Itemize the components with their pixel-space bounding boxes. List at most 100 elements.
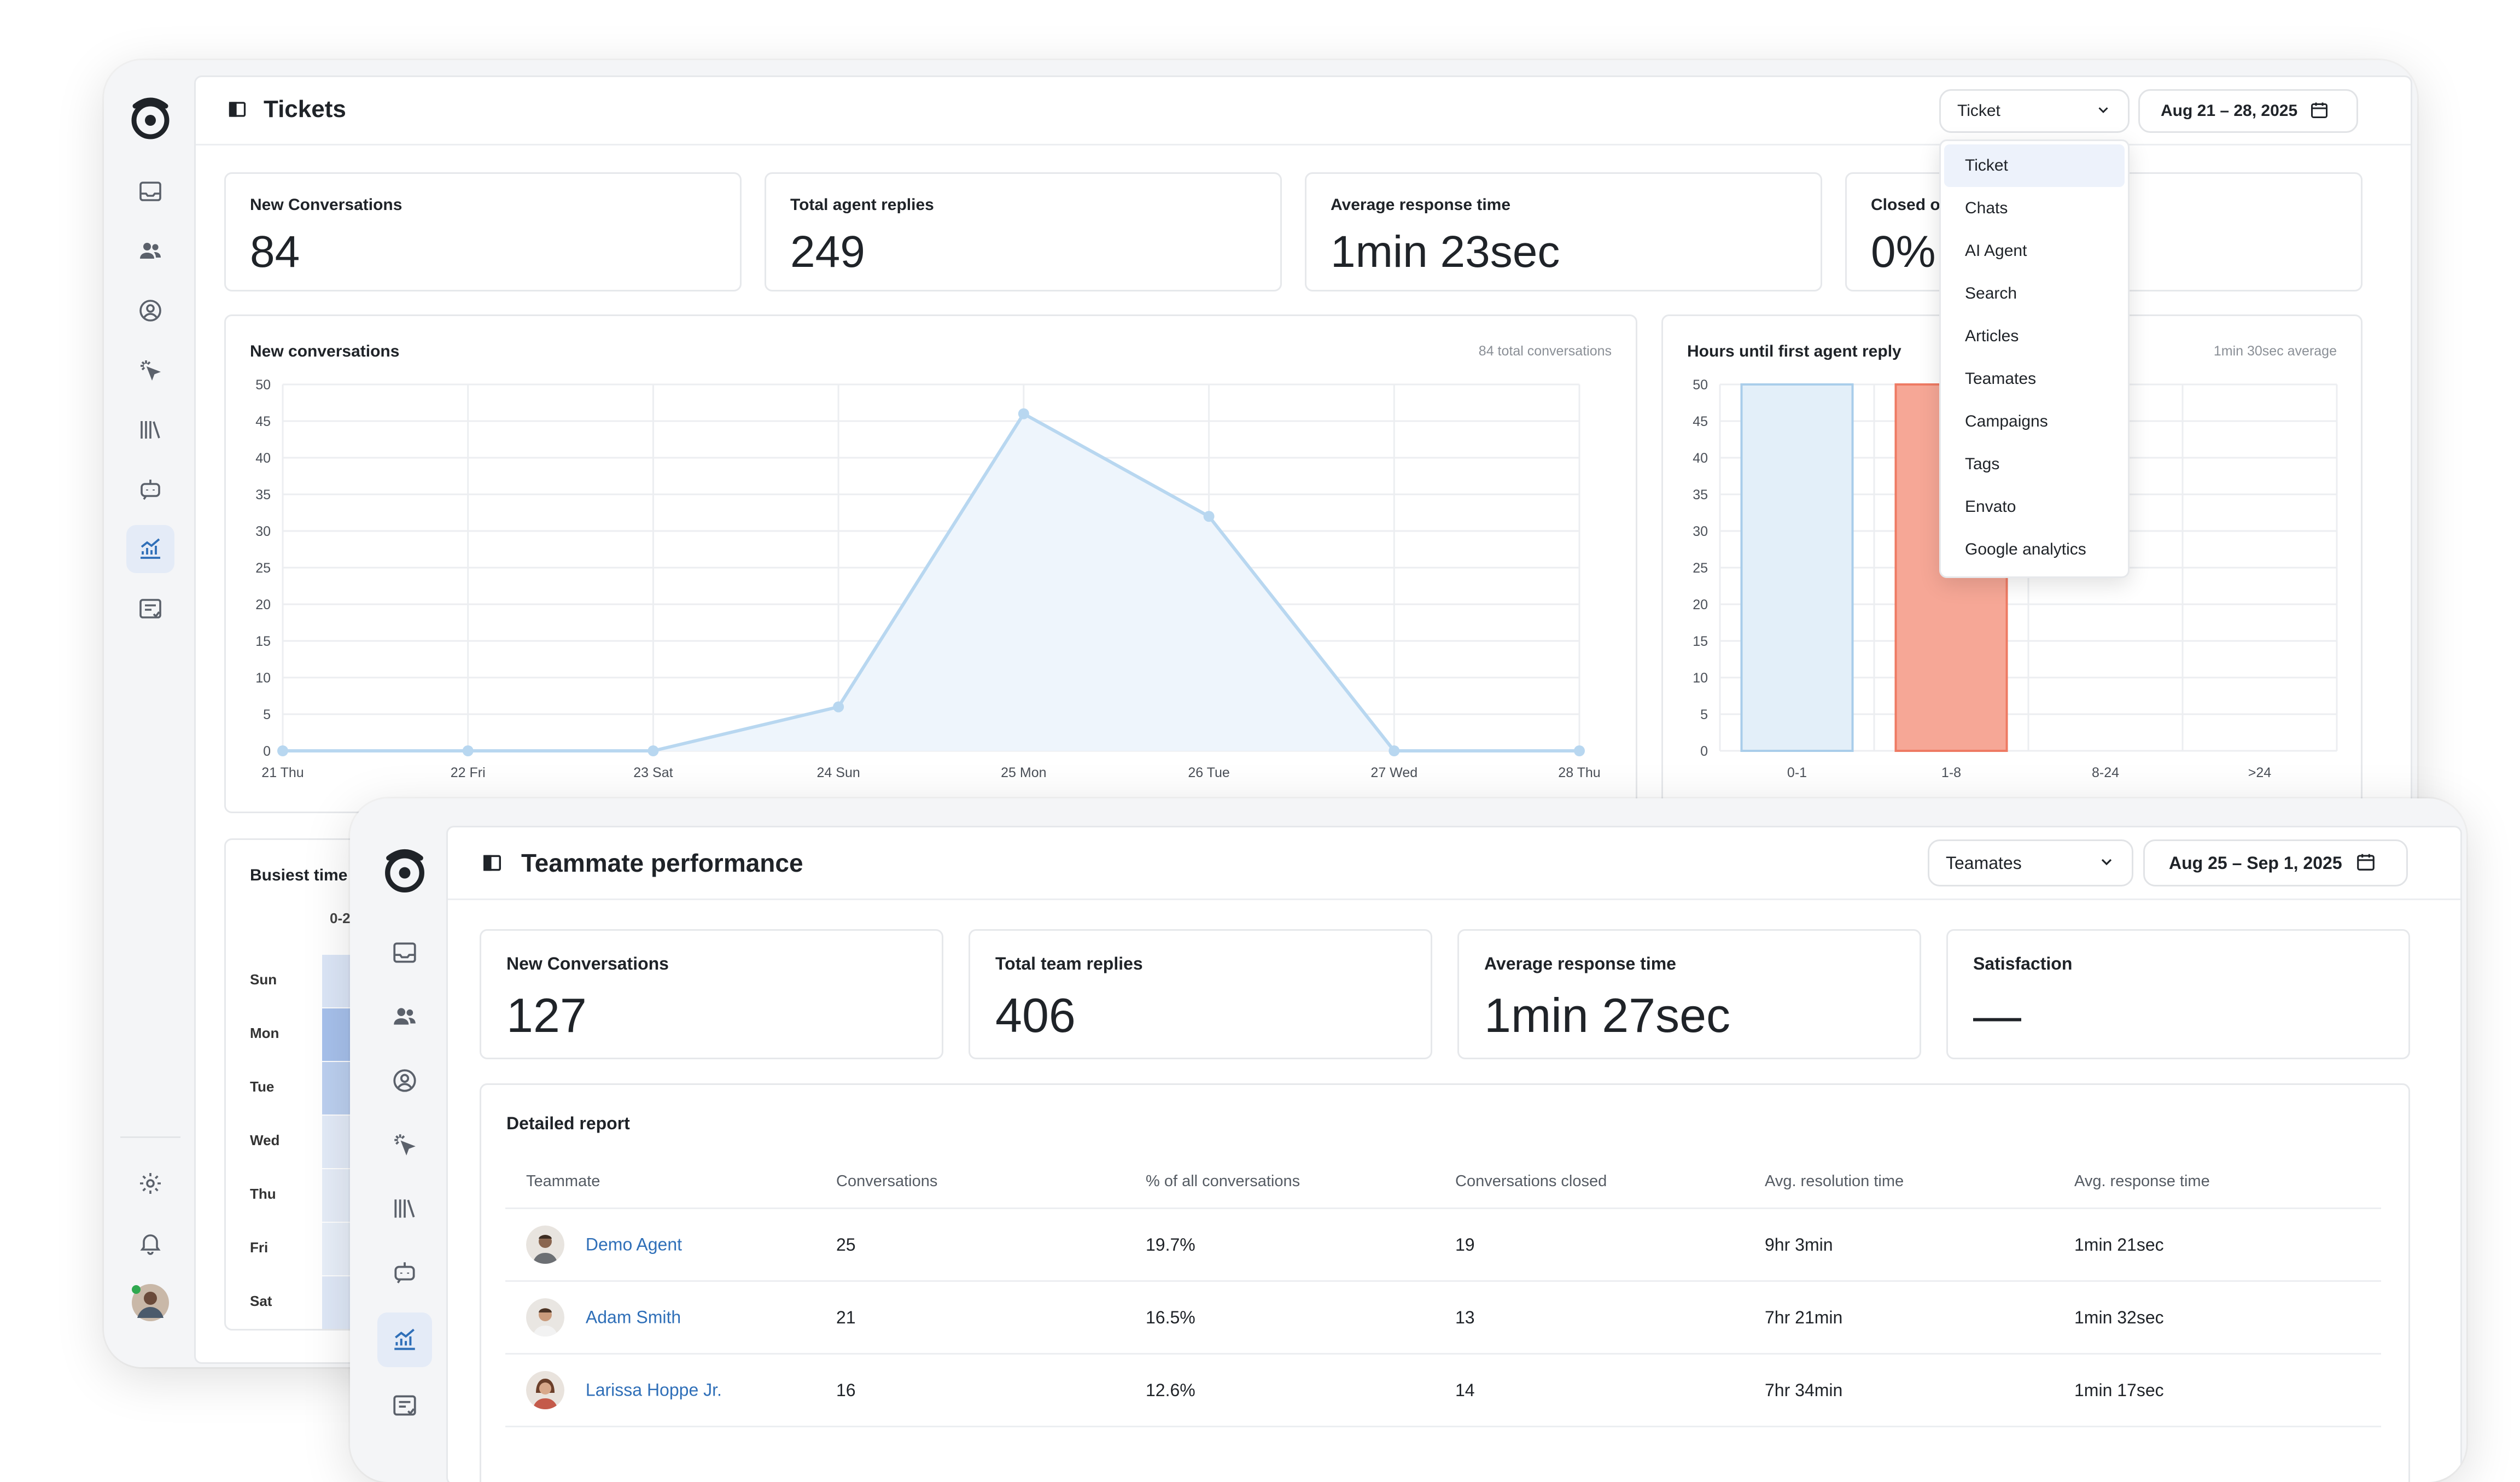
table-row[interactable]: Larissa Hoppe Jr. 16 12.6% 14 7hr 34min … (505, 1353, 2381, 1427)
contacts-icon[interactable] (381, 993, 429, 1041)
user-circle-icon[interactable] (381, 1057, 429, 1105)
sidebar (104, 60, 197, 1367)
chart-title: New conversations (250, 342, 400, 360)
automation-icon[interactable] (126, 346, 174, 394)
report-title: Detailed report (506, 1113, 630, 1133)
new-conversations-chart: 0 5 10 15 20 25 30 35 40 45 50 21 Thu 22 Fri 23 Sat 24… (255, 377, 1601, 780)
date-range-button[interactable]: Aug 25 – Sep 1, 2025 (2143, 839, 2408, 886)
data-point (277, 745, 288, 756)
stat-label: New Conversations (506, 954, 669, 973)
heatmap-day-label: Fri (250, 1239, 269, 1256)
x-tick-label: 8-24 (2092, 765, 2119, 780)
bot-icon[interactable] (381, 1248, 429, 1297)
date-range-label: Aug 25 – Sep 1, 2025 (2169, 853, 2342, 873)
inbox-icon[interactable] (126, 167, 174, 215)
calendar-icon (2355, 851, 2376, 875)
logo-icon[interactable] (124, 93, 177, 145)
dropdown-option-articles[interactable]: Articles (1965, 327, 2019, 345)
stat-card-satisfaction: Satisfaction — (1946, 929, 2410, 1059)
heatmap-day-label: Tue (250, 1078, 275, 1095)
sidebar-toggle-icon[interactable] (228, 100, 247, 119)
logo-icon[interactable] (377, 844, 432, 899)
report-type-select[interactable]: Teamates (1928, 839, 2133, 886)
data-point (648, 745, 659, 756)
table-cell: 14 (1455, 1353, 1765, 1427)
y-tick-label: 50 (1693, 377, 1708, 393)
y-tick-label: 5 (263, 707, 271, 722)
forms-icon[interactable] (381, 1381, 429, 1430)
chart-subtitle: 1min 30sec average (2213, 343, 2337, 359)
x-tick-label: >24 (2248, 765, 2272, 780)
report-type-select[interactable]: Ticket (1939, 89, 2130, 133)
dropdown-option-google-analytics[interactable]: Google analytics (1965, 540, 2086, 558)
stat-value: — (1973, 988, 2021, 1042)
dropdown-option-campaigns[interactable]: Campaigns (1965, 412, 2048, 430)
sidebar-toggle-icon[interactable] (482, 853, 503, 873)
inbox-icon[interactable] (381, 929, 429, 977)
reports-icon[interactable] (377, 1312, 432, 1367)
table-cell: 19 (1455, 1208, 1765, 1282)
sidebar-divider (120, 1136, 180, 1138)
stat-label: Average response time (1331, 196, 1511, 214)
user-circle-icon[interactable] (126, 287, 174, 335)
dropdown-option-ai-agent[interactable]: AI Agent (1965, 242, 2027, 260)
column-header[interactable]: Avg. resolution time (1765, 1155, 2074, 1209)
y-tick-label: 5 (1700, 707, 1708, 722)
heatmap-day-label: Sun (250, 971, 277, 988)
x-tick-label: 23 Sat (633, 765, 673, 780)
stat-value: 406 (995, 988, 1076, 1042)
forms-icon[interactable] (126, 585, 174, 633)
stat-label: Closed o (1871, 196, 1940, 214)
teammate-name-link[interactable]: Larissa Hoppe Jr. (585, 1380, 722, 1400)
report-type-value: Ticket (1957, 102, 2000, 120)
teammate-avatar (526, 1226, 564, 1264)
y-tick-label: 50 (255, 377, 271, 393)
heatmap-day-label: Thu (250, 1186, 276, 1202)
library-icon[interactable] (126, 406, 174, 454)
new-conversations-chart-card: New conversations 84 total conversations… (224, 314, 1637, 813)
x-tick-label: 22 Fri (451, 765, 486, 780)
stat-value: 84 (250, 227, 300, 277)
library-icon[interactable] (381, 1185, 429, 1233)
contacts-icon[interactable] (126, 227, 174, 275)
dropdown-option-teamates[interactable]: Teamates (1965, 370, 2037, 388)
stat-card-agent-replies: Total agent replies 249 (765, 172, 1282, 291)
dropdown-option-chats[interactable]: Chats (1965, 199, 2008, 217)
y-tick-label: 40 (255, 451, 271, 466)
stat-label: Average response time (1484, 954, 1676, 973)
report-type-value: Teamates (1946, 853, 2022, 873)
automation-icon[interactable] (381, 1121, 429, 1169)
reports-icon[interactable] (126, 525, 174, 573)
teammate-name-link[interactable]: Demo Agent (585, 1234, 682, 1255)
stat-card-new-conversations: New Conversations 127 (480, 929, 943, 1059)
y-tick-label: 30 (255, 524, 271, 539)
data-point (1018, 408, 1029, 419)
detailed-report-card: Detailed report Teammate Conversations %… (480, 1083, 2410, 1482)
calendar-icon (2309, 100, 2329, 122)
teammate-name-link[interactable]: Adam Smith (585, 1307, 681, 1327)
settings-icon[interactable] (126, 1159, 174, 1207)
column-header[interactable]: Teammate (505, 1155, 836, 1209)
dropdown-option-ticket[interactable]: Ticket (1944, 144, 2125, 187)
table-cell: 12.6% (1146, 1353, 1455, 1427)
column-header[interactable]: % of all conversations (1146, 1155, 1455, 1209)
user-avatar[interactable] (126, 1279, 174, 1327)
x-tick-label: 28 Thu (1558, 765, 1600, 780)
dropdown-option-search[interactable]: Search (1965, 284, 2017, 302)
bell-icon[interactable] (126, 1219, 174, 1267)
column-header[interactable]: Conversations closed (1455, 1155, 1765, 1209)
x-tick-label: 24 Sun (817, 765, 860, 780)
data-point (833, 701, 844, 713)
y-tick-label: 0 (1700, 744, 1708, 759)
heatmap-day-label: Mon (250, 1025, 279, 1041)
dropdown-option-envato[interactable]: Envato (1965, 498, 2016, 516)
dropdown-option-tags[interactable]: Tags (1965, 455, 2000, 473)
column-header[interactable]: Avg. response time (2074, 1155, 2381, 1209)
column-header[interactable]: Conversations (836, 1155, 1146, 1209)
stat-card-response-time: Average response time 1min 27sec (1457, 929, 1921, 1059)
table-row[interactable]: Demo Agent 25 19.7% 19 9hr 3min 1min 21s… (505, 1208, 2381, 1282)
date-range-button[interactable]: Aug 21 – 28, 2025 (2138, 89, 2358, 133)
bot-icon[interactable] (126, 465, 174, 514)
table-row[interactable]: Adam Smith 21 16.5% 13 7hr 21min 1min 32… (505, 1281, 2381, 1355)
stat-value: 1min 27sec (1484, 988, 1731, 1042)
